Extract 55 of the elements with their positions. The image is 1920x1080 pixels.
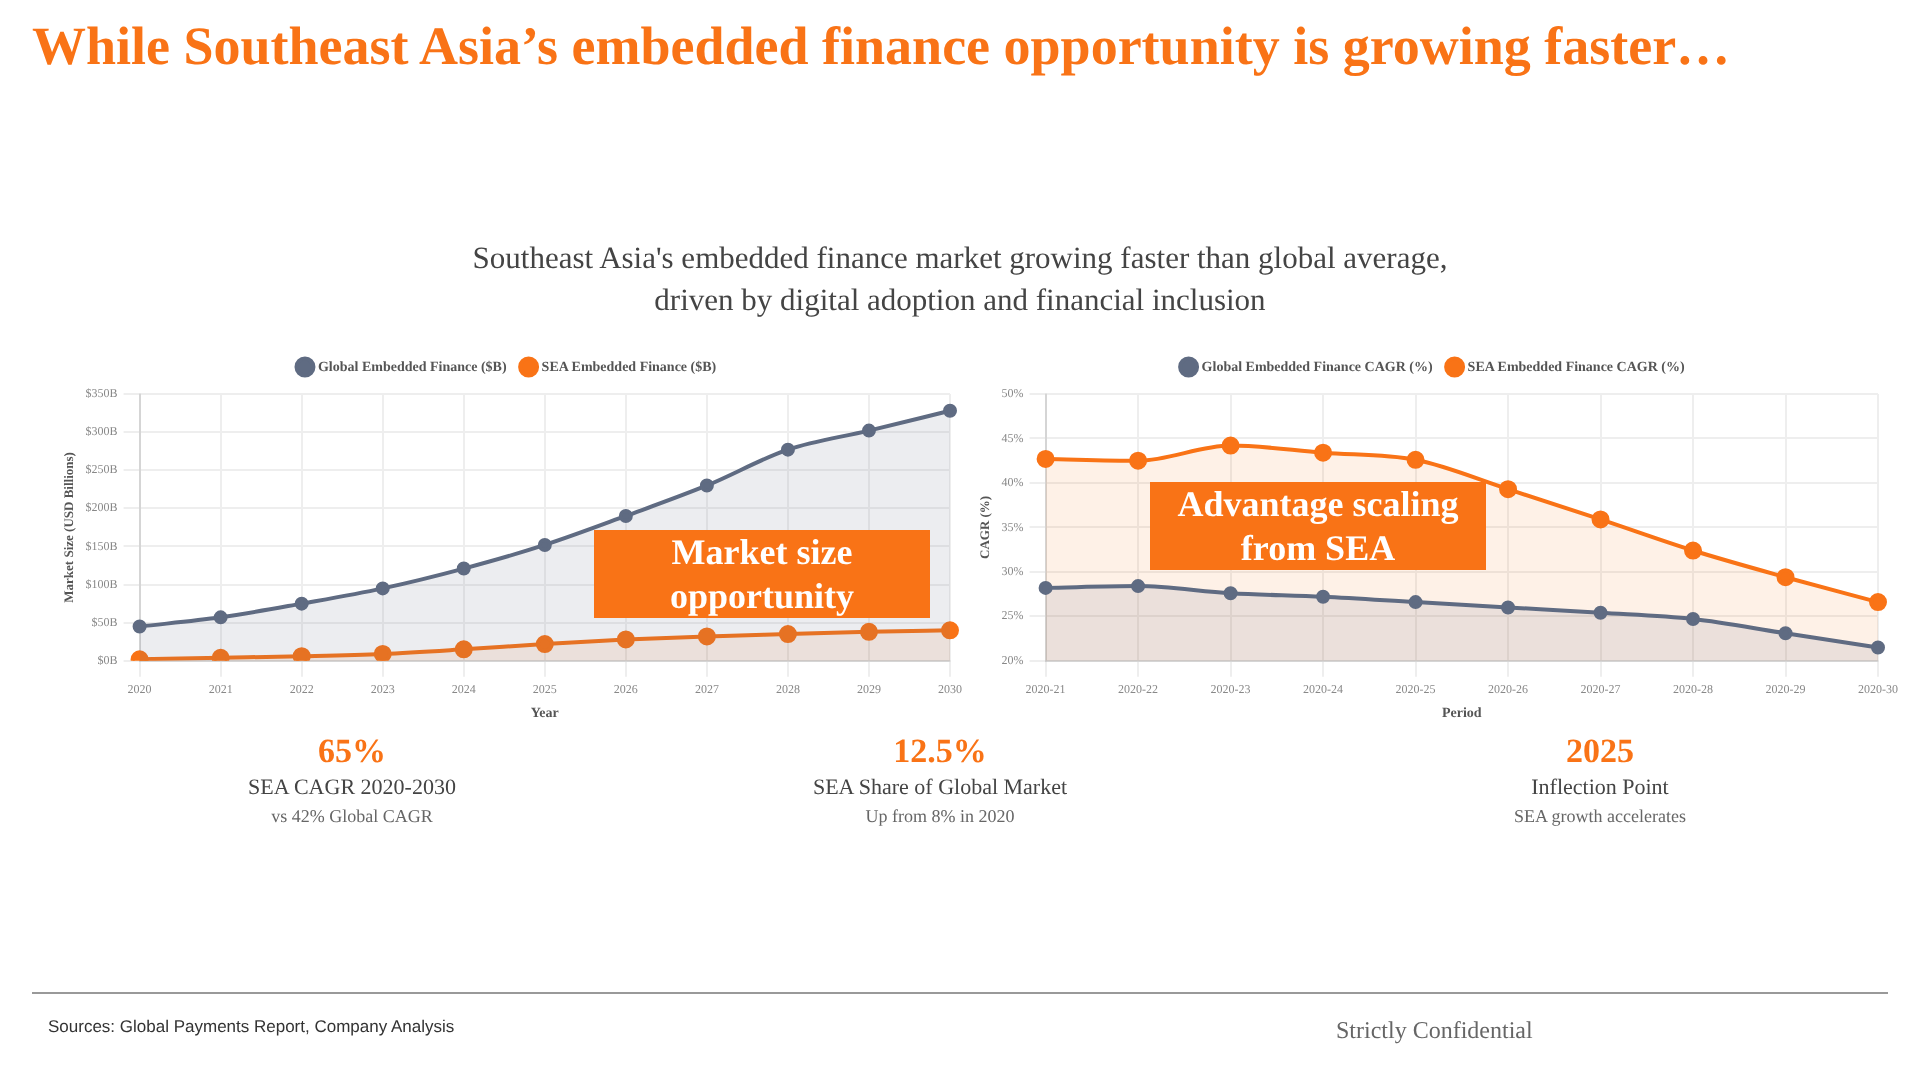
- point: [618, 508, 633, 523]
- point: [780, 442, 795, 457]
- point: [943, 403, 957, 418]
- callout-box: Market size opportunity: [594, 530, 930, 618]
- text: 2025: [1564, 730, 1636, 774]
- point: [861, 423, 876, 438]
- point: [132, 619, 147, 634]
- point: [859, 622, 878, 641]
- text: SEA growth accelerates: [1512, 804, 1688, 830]
- point: [1501, 600, 1516, 615]
- point: [1221, 436, 1240, 455]
- point: [294, 596, 309, 611]
- point: [1038, 580, 1053, 595]
- point: [616, 630, 635, 649]
- point: [1776, 568, 1795, 587]
- text: Strictly Confidential: [1336, 1016, 1533, 1046]
- text: Inflection Point: [1529, 774, 1671, 804]
- point: [373, 644, 392, 661]
- text: 12.5%: [891, 730, 989, 774]
- point: [1778, 626, 1793, 641]
- text: SEA Share of Global Market: [810, 774, 1070, 804]
- point: [213, 610, 228, 625]
- point: [1686, 612, 1701, 626]
- point: [699, 478, 714, 493]
- point: [1593, 605, 1608, 620]
- point: [1406, 450, 1425, 469]
- point: [292, 647, 311, 661]
- text: vs 42% Global CAGR: [269, 804, 435, 830]
- point: [456, 561, 471, 576]
- point: [1408, 595, 1423, 610]
- point: [1499, 480, 1518, 499]
- point: [535, 635, 554, 654]
- point: [1314, 443, 1333, 462]
- text: 65%: [316, 730, 388, 774]
- point: [1316, 589, 1331, 604]
- callout-box: Advantage scaling from SEA: [1150, 482, 1486, 570]
- text: While Southeast Asia’s embedded finance opportunity is growing faster…: [32, 16, 1732, 78]
- source-note: Sources: Global Payments Report, Company Analysis: [48, 1016, 455, 1036]
- point: [1591, 510, 1610, 529]
- point: [778, 625, 797, 644]
- text: Southeast Asia's embedded finance market growing faster than global average, driven by digital adoption and financial inclusion: [470, 240, 1450, 322]
- point: [1223, 586, 1238, 601]
- text: SEA CAGR 2020-2030: [246, 774, 458, 804]
- point: [1036, 449, 1055, 468]
- point: [1131, 579, 1146, 594]
- point: [454, 640, 473, 659]
- point: [941, 621, 959, 640]
- point: [1129, 451, 1148, 470]
- point: [537, 537, 552, 552]
- point: [1871, 640, 1885, 655]
- point: [375, 581, 390, 596]
- text: Up from 8% in 2020: [863, 804, 1017, 830]
- point: [697, 627, 716, 646]
- point: [1684, 541, 1703, 560]
- point: [1869, 593, 1887, 612]
